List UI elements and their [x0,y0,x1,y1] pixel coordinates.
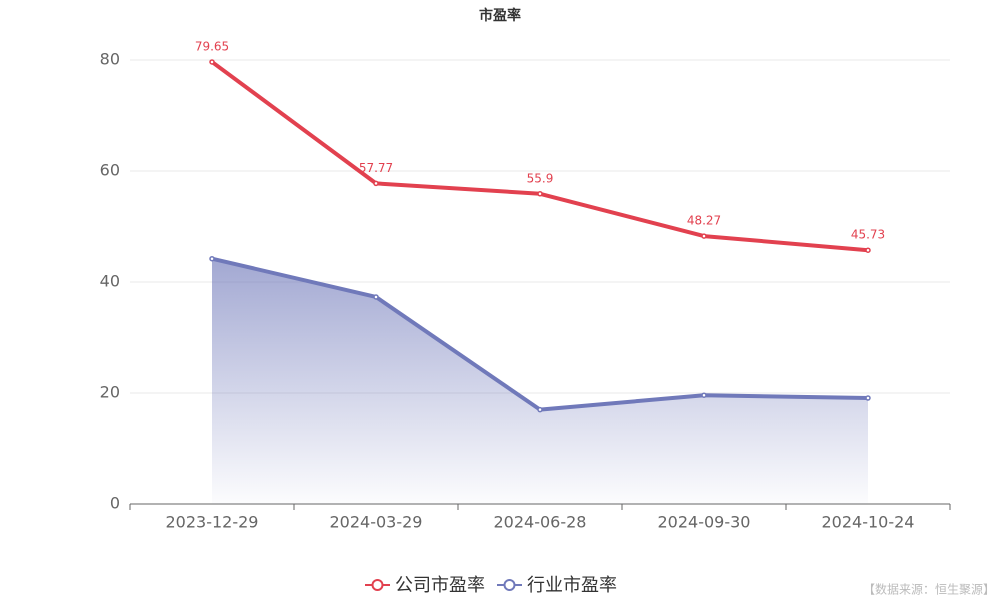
data-label: 45.73 [851,228,885,242]
x-tick-label: 2024-09-30 [658,513,751,532]
legend-label: 公司市盈率 [395,575,485,596]
data-label: 55.9 [527,171,554,185]
point [537,406,543,413]
chart-title: 市盈率 [479,7,521,24]
legend-icon [371,579,384,591]
y-tick-label: 80 [100,50,120,69]
source-note: 【数据来源：恒生聚源】 [863,582,995,597]
data-label: 48.27 [687,214,721,228]
y-tick-label: 40 [100,272,120,291]
x-tick-label: 2024-10-24 [822,513,915,532]
point [209,255,215,262]
point [373,294,379,300]
y-tick-label: 60 [100,161,120,180]
point [209,59,215,65]
point [701,233,707,239]
y-tick-label: 0 [110,494,120,513]
point [865,247,871,253]
legend-label: 行业市盈率 [527,575,617,596]
point [701,392,707,398]
data-label: 79.65 [195,39,229,53]
point [865,395,871,401]
data-label: 57.77 [359,161,393,175]
legend: 公司市盈率 行业市盈率 [365,575,617,596]
x-tick-label: 2024-06-28 [494,513,587,532]
y-tick-label: 20 [100,383,120,402]
x-tick-label: 2023-12-29 [166,513,259,532]
legend-icon [503,579,516,591]
area [212,258,868,504]
point [537,191,543,197]
x-tick-label: 2024-03-29 [330,513,423,532]
point [373,180,379,187]
series-line [210,60,869,253]
